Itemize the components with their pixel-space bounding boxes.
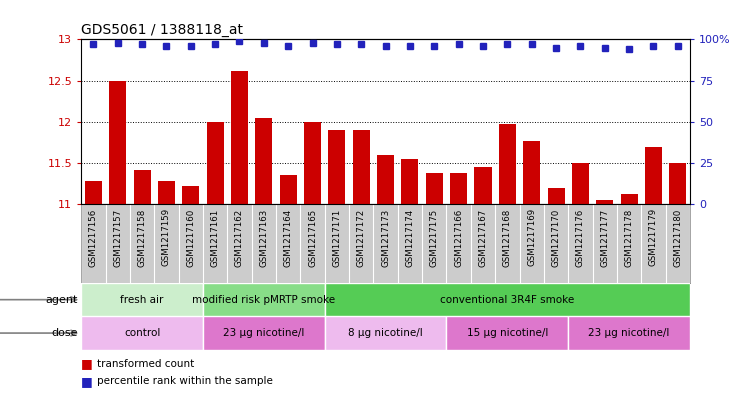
Text: GSM1217168: GSM1217168 bbox=[503, 208, 512, 266]
Text: GSM1217179: GSM1217179 bbox=[649, 208, 658, 266]
Bar bbox=[377, 155, 394, 204]
Text: percentile rank within the sample: percentile rank within the sample bbox=[97, 376, 273, 386]
Text: GSM1217160: GSM1217160 bbox=[186, 208, 196, 266]
Text: GSM1217177: GSM1217177 bbox=[600, 208, 610, 266]
Bar bbox=[231, 71, 248, 204]
Text: agent: agent bbox=[45, 295, 77, 305]
Bar bbox=[325, 283, 690, 316]
Text: transformed count: transformed count bbox=[97, 358, 195, 369]
Text: fresh air: fresh air bbox=[120, 295, 164, 305]
Bar bbox=[304, 122, 321, 204]
Bar bbox=[426, 173, 443, 204]
Bar bbox=[182, 186, 199, 204]
Text: GSM1217180: GSM1217180 bbox=[673, 208, 683, 266]
Bar bbox=[446, 316, 568, 350]
Bar bbox=[81, 316, 203, 350]
Text: control: control bbox=[124, 328, 160, 338]
Bar bbox=[596, 200, 613, 204]
Bar bbox=[328, 130, 345, 204]
Text: modified risk pMRTP smoke: modified risk pMRTP smoke bbox=[193, 295, 335, 305]
Text: GSM1217159: GSM1217159 bbox=[162, 208, 171, 266]
Bar bbox=[450, 173, 467, 204]
Bar bbox=[325, 316, 446, 350]
Bar bbox=[158, 181, 175, 204]
Text: GSM1217173: GSM1217173 bbox=[381, 208, 390, 266]
Text: GSM1217158: GSM1217158 bbox=[137, 208, 147, 266]
Bar bbox=[134, 170, 151, 204]
Bar bbox=[645, 147, 662, 204]
Bar bbox=[85, 181, 102, 204]
Text: 23 µg nicotine/l: 23 µg nicotine/l bbox=[223, 328, 305, 338]
Text: GSM1217175: GSM1217175 bbox=[430, 208, 439, 266]
Text: 23 µg nicotine/l: 23 µg nicotine/l bbox=[588, 328, 670, 338]
Bar bbox=[572, 163, 589, 204]
Text: GSM1217165: GSM1217165 bbox=[308, 208, 317, 266]
Text: 15 µg nicotine/l: 15 µg nicotine/l bbox=[466, 328, 548, 338]
Text: GSM1217169: GSM1217169 bbox=[527, 208, 537, 266]
Text: GSM1217161: GSM1217161 bbox=[210, 208, 220, 266]
Text: GSM1217178: GSM1217178 bbox=[624, 208, 634, 266]
Text: GSM1217174: GSM1217174 bbox=[405, 208, 415, 266]
Text: ■: ■ bbox=[81, 357, 93, 370]
Bar bbox=[475, 167, 492, 204]
Text: GSM1217170: GSM1217170 bbox=[551, 208, 561, 266]
Bar bbox=[207, 122, 224, 204]
Text: GSM1217166: GSM1217166 bbox=[454, 208, 463, 266]
Text: conventional 3R4F smoke: conventional 3R4F smoke bbox=[441, 295, 574, 305]
Bar bbox=[203, 283, 325, 316]
Bar bbox=[548, 188, 565, 204]
Bar bbox=[621, 195, 638, 204]
Text: GSM1217171: GSM1217171 bbox=[332, 208, 342, 266]
Bar bbox=[401, 159, 418, 204]
Text: ■: ■ bbox=[81, 375, 93, 388]
Text: GSM1217163: GSM1217163 bbox=[259, 208, 269, 266]
Text: GSM1217162: GSM1217162 bbox=[235, 208, 244, 266]
Bar bbox=[568, 316, 690, 350]
Bar bbox=[255, 118, 272, 204]
Bar bbox=[280, 175, 297, 204]
Bar bbox=[523, 141, 540, 204]
Bar bbox=[499, 124, 516, 204]
Text: GSM1217164: GSM1217164 bbox=[283, 208, 293, 266]
Text: dose: dose bbox=[51, 328, 77, 338]
Text: GDS5061 / 1388118_at: GDS5061 / 1388118_at bbox=[81, 23, 244, 37]
Bar bbox=[81, 283, 203, 316]
Text: GSM1217156: GSM1217156 bbox=[89, 208, 98, 266]
Bar bbox=[353, 130, 370, 204]
Bar bbox=[669, 163, 686, 204]
Bar bbox=[203, 316, 325, 350]
Text: GSM1217157: GSM1217157 bbox=[113, 208, 123, 266]
Text: GSM1217167: GSM1217167 bbox=[478, 208, 488, 266]
Text: GSM1217176: GSM1217176 bbox=[576, 208, 585, 266]
Text: 8 µg nicotine/l: 8 µg nicotine/l bbox=[348, 328, 423, 338]
Text: GSM1217172: GSM1217172 bbox=[356, 208, 366, 266]
Bar bbox=[109, 81, 126, 204]
